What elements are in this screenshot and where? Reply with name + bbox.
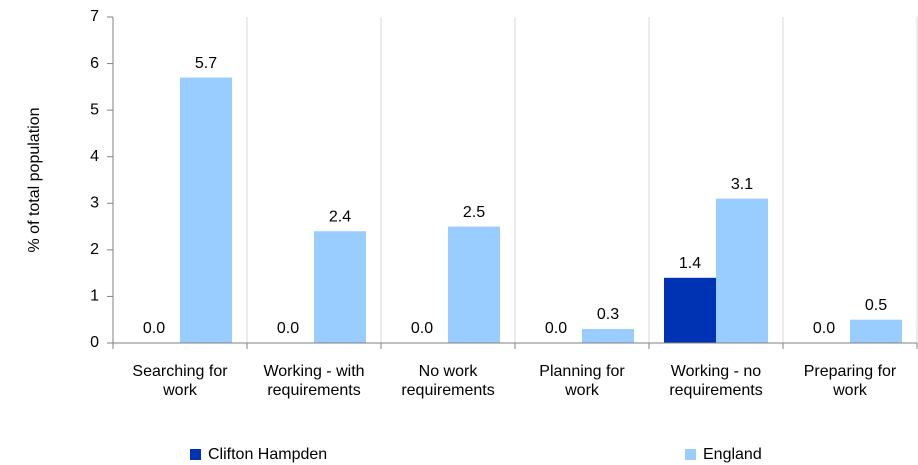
x-tick-label: No work requirements bbox=[401, 363, 495, 399]
data-label: 0.0 bbox=[143, 320, 165, 337]
bar bbox=[314, 231, 366, 343]
y-axis-label: % of total population bbox=[26, 108, 43, 253]
legend-swatch bbox=[190, 449, 201, 460]
legend-label: Clifton Hampden bbox=[208, 446, 327, 463]
data-label: 2.5 bbox=[463, 204, 485, 221]
data-label: 0.0 bbox=[545, 320, 567, 337]
data-label: 0.5 bbox=[865, 297, 887, 314]
data-label: 1.4 bbox=[679, 255, 701, 272]
y-tick-label: 6 bbox=[90, 55, 99, 72]
x-tick-label: Working - with requirements bbox=[263, 363, 365, 399]
data-label: 3.1 bbox=[731, 176, 753, 193]
bar bbox=[180, 77, 232, 344]
data-label: 0.0 bbox=[277, 320, 299, 337]
legend-swatch bbox=[685, 449, 696, 460]
x-tick-label: Planning for work bbox=[539, 363, 625, 399]
y-tick-label: 2 bbox=[90, 241, 99, 258]
bar bbox=[716, 198, 768, 343]
bar bbox=[448, 226, 500, 343]
data-label: 0.0 bbox=[411, 320, 433, 337]
data-label: 0.0 bbox=[813, 320, 835, 337]
y-tick-label: 3 bbox=[90, 195, 99, 212]
bar bbox=[850, 319, 902, 343]
data-label: 5.7 bbox=[195, 55, 217, 72]
bar bbox=[664, 277, 716, 343]
x-tick-label: Preparing for work bbox=[803, 363, 897, 399]
y-tick-label: 7 bbox=[90, 8, 99, 25]
data-label: 0.3 bbox=[597, 306, 619, 323]
y-tick-label: 1 bbox=[90, 288, 99, 305]
bar bbox=[582, 329, 634, 343]
y-tick-label: 5 bbox=[90, 101, 99, 118]
x-tick-label: Working - no requirements bbox=[669, 363, 763, 399]
y-tick-label: 0 bbox=[90, 334, 99, 351]
x-tick-label: Searching for work bbox=[132, 363, 228, 399]
y-tick-label: 4 bbox=[90, 148, 99, 165]
legend-label: England bbox=[703, 446, 762, 463]
data-label: 2.4 bbox=[329, 208, 351, 225]
